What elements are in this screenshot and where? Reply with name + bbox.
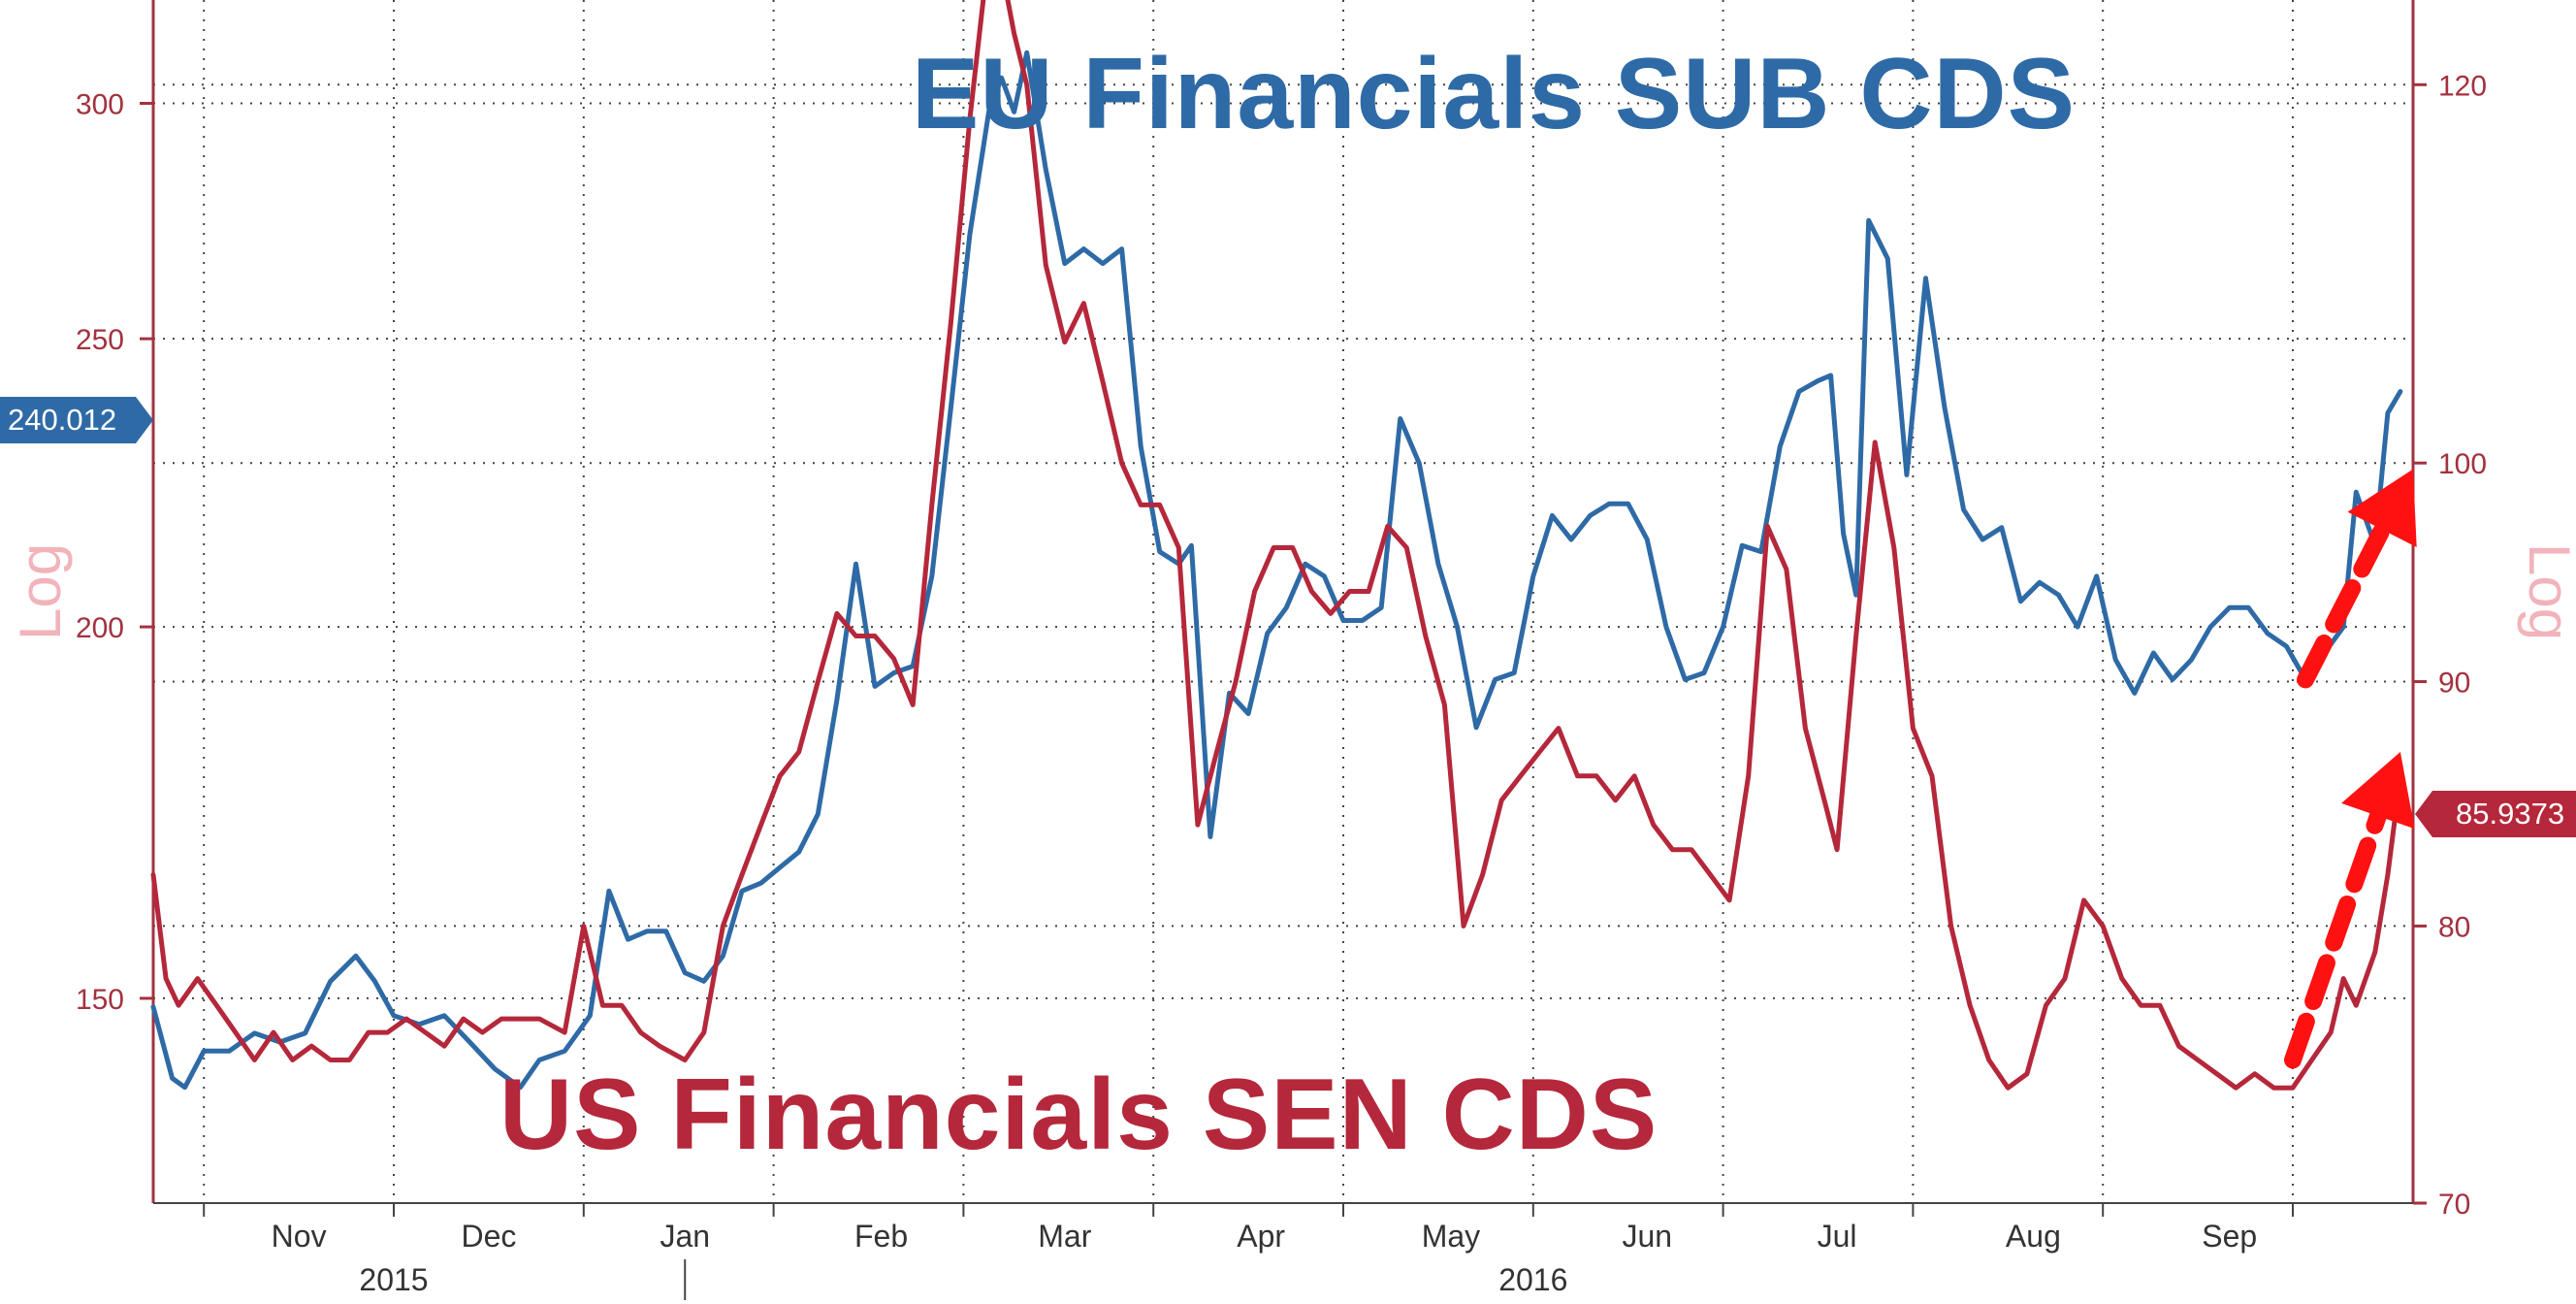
left-axis-tick-label: 250 — [76, 324, 124, 356]
annotation-arrow-head — [2347, 469, 2417, 547]
annotation-arrow — [2297, 469, 2417, 689]
x-axis-month-label: Jul — [1818, 1219, 1857, 1254]
us-last-value-badge: 85.9373 — [2415, 791, 2576, 837]
eu-sub-cds-line — [150, 49, 2403, 1091]
right-axis-tick-label: 120 — [2438, 70, 2487, 102]
annotation-arrows — [2283, 469, 2417, 1069]
x-axis-month-label: Mar — [1038, 1219, 1091, 1254]
x-axis-month-label: May — [1422, 1219, 1480, 1254]
x-axis-month-label: Sep — [2202, 1219, 2257, 1254]
x-axis-month-label: Aug — [2006, 1219, 2061, 1254]
x-axis-month-label: Jan — [660, 1219, 710, 1254]
left-axis-title: Log — [8, 543, 73, 640]
eu-last-value-badge: 240.012 — [0, 397, 153, 443]
x-axis-month-label: Nov — [272, 1219, 327, 1254]
right-axis-tick-label: 70 — [2438, 1189, 2470, 1221]
right-axis-tick-label: 100 — [2438, 448, 2487, 480]
right-axis-tick-label: 80 — [2438, 911, 2470, 943]
us-series-title: US Financials SEN CDS — [499, 1059, 1658, 1171]
left-axis-tick-label: 200 — [76, 612, 124, 644]
x-axis-month-label: Apr — [1237, 1219, 1285, 1254]
left-axis-tick-label: 300 — [76, 89, 124, 121]
x-axis-month-label: Jun — [1622, 1219, 1672, 1254]
x-axis-year-label: 2016 — [1498, 1262, 1567, 1297]
x-axis-year-label: 2015 — [359, 1262, 428, 1297]
axes: 150 200 250 300 70 80 90 100 120 Log Log Nov Dec Jan F… — [8, 0, 2576, 1300]
left-axis-tick-label: 150 — [76, 984, 124, 1016]
right-axis-title: Log — [2517, 543, 2576, 640]
x-axis-month-label: Feb — [854, 1219, 908, 1254]
annotation-arrow-shaft — [2297, 520, 2392, 689]
us-sen-cds-line — [150, 0, 2403, 1091]
series-lines — [150, 0, 2403, 1091]
annotation-arrow-shaft — [2283, 807, 2387, 1069]
annotation-arrow-head — [2341, 752, 2415, 830]
annotation-arrow — [2283, 752, 2415, 1069]
x-axis-month-label: Dec — [461, 1219, 516, 1254]
right-axis-tick-label: 90 — [2438, 668, 2470, 700]
eu-series-title: EU Financials SUB CDS — [912, 38, 2076, 150]
